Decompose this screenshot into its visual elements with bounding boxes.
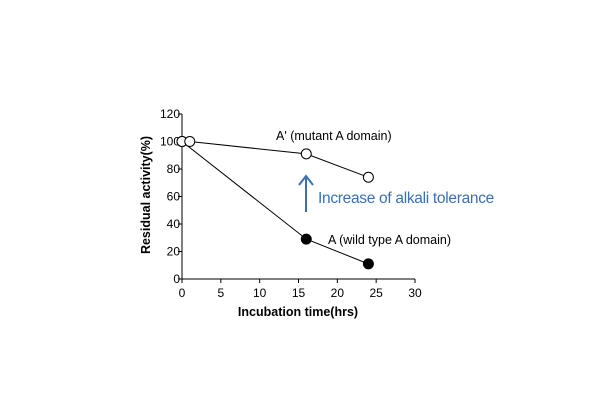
series-line-0 [182,141,369,178]
up-arrow-head-icon [298,174,314,186]
y-tick-label: 20 [167,245,181,259]
x-axis-title: Incubation time(hrs) [238,305,358,319]
y-tick-label: 120 [160,107,180,121]
y-tick-label: 100 [160,135,180,149]
filled-data-point [300,233,312,245]
y-tick-label: 80 [167,162,181,176]
x-tick-label: 30 [408,286,422,300]
open-data-point [362,171,374,183]
open-data-point [300,148,312,160]
series-markers [176,136,374,270]
alkali-tolerance-annotation: Increase of alkali tolerance [298,174,494,212]
x-tick-label: 20 [331,286,345,300]
filled-data-point [362,258,374,270]
x-tick-label: 10 [253,286,267,300]
x-tick-label: 15 [292,286,306,300]
x-tick-label: 5 [217,286,224,300]
x-tick-label: 25 [369,286,383,300]
series-label-wild-type: A (wild type A domain) [328,233,451,247]
chart-axes: 0 20 40 60 80 100 120 0 5 10 15 20 25 30 [160,107,422,300]
y-tick-label: 60 [167,190,181,204]
annotation-text: Increase of alkali tolerance [318,190,494,207]
y-tick-label: 0 [173,272,180,286]
open-data-point [184,136,196,147]
y-axis-title: Residual activity(%) [139,136,153,254]
x-tick-label: 0 [179,286,186,300]
series-label-mutant: A' (mutant A domain) [276,129,392,143]
y-tick-label: 40 [167,217,181,231]
